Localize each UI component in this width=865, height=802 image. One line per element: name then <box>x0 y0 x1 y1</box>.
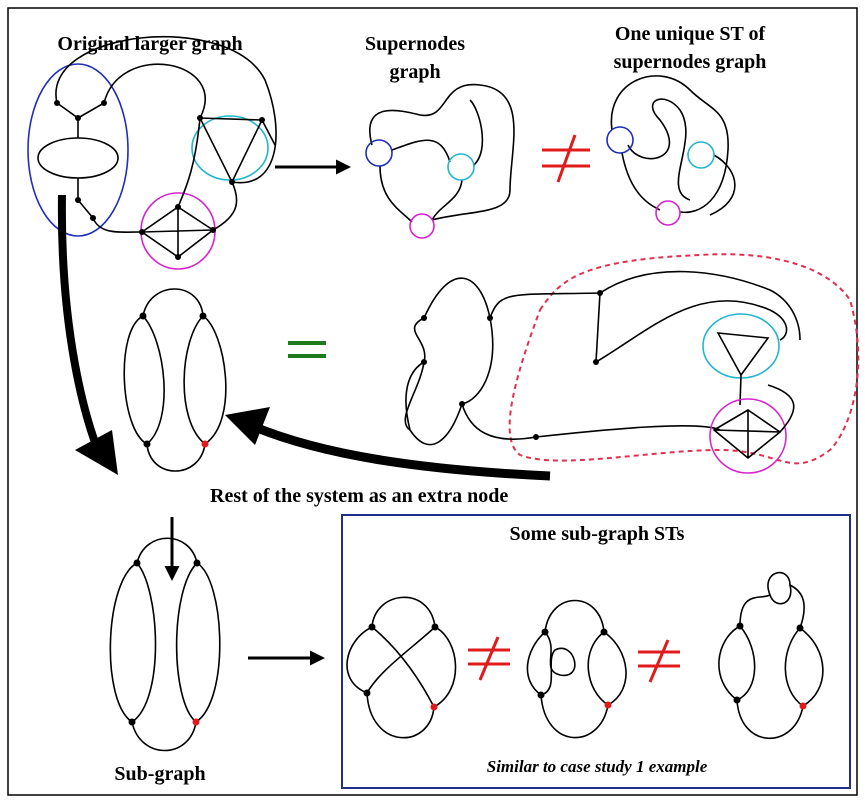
arrowhead <box>75 430 118 475</box>
st-2 <box>526 599 627 739</box>
not-equal <box>468 636 510 681</box>
st-1 <box>346 596 457 739</box>
arrow <box>57 194 104 457</box>
not-equal <box>638 639 680 683</box>
label: Some sub-graph STs <box>510 523 685 545</box>
label: One unique ST of <box>615 23 766 45</box>
extra-node-graph <box>123 288 227 472</box>
not-equal <box>542 134 590 183</box>
subgraph <box>109 537 221 752</box>
label: supernodes graph <box>614 51 767 73</box>
st-box <box>341 514 851 789</box>
equals <box>288 341 326 358</box>
label: Supernodes <box>365 33 465 55</box>
label: Rest of the system as an extra node <box>210 485 508 507</box>
original-graph <box>27 35 277 270</box>
rest-graph <box>404 253 860 474</box>
border <box>7 7 858 796</box>
label: Original larger graph <box>57 33 242 55</box>
unique-st-graph <box>606 75 736 226</box>
arrow <box>248 420 551 481</box>
supernodes-graph <box>365 83 515 239</box>
st-3 <box>718 571 824 740</box>
label: Similar to case study 1 example <box>487 757 708 776</box>
label: graph <box>389 61 440 83</box>
label: Sub-graph <box>114 763 205 785</box>
arrowhead <box>225 407 270 445</box>
